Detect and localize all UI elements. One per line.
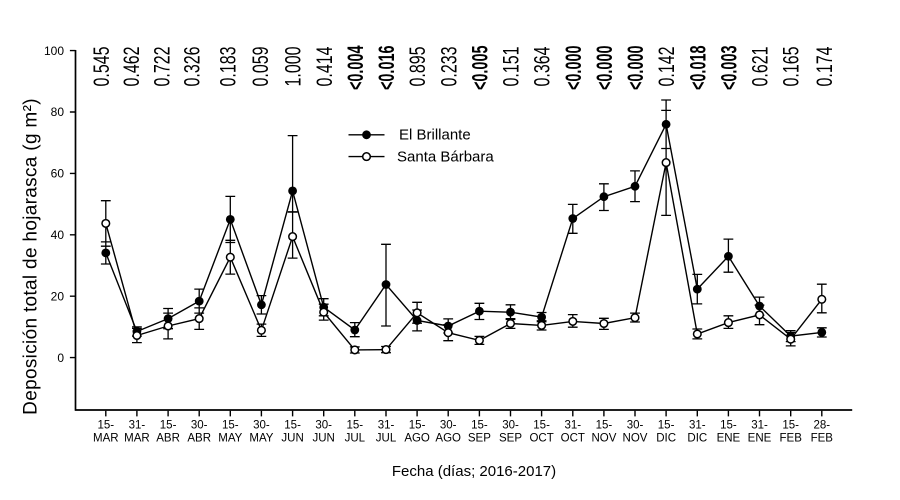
svg-text:MAY: MAY [249,433,273,445]
svg-text:15-: 15- [409,420,426,432]
svg-text:0.722: 0.722 [150,47,175,87]
svg-text:15-: 15- [596,420,613,432]
svg-text:<0.005: <0.005 [467,45,492,90]
svg-text:<0.000: <0.000 [561,46,586,91]
svg-text:OCT: OCT [561,433,585,445]
svg-text:DIC: DIC [656,433,676,445]
svg-text:15-: 15- [658,420,675,432]
svg-text:<0.004: <0.004 [343,45,368,90]
svg-text:30-: 30- [440,420,457,432]
svg-text:30-: 30- [315,420,332,432]
svg-text:60: 60 [51,167,65,181]
svg-text:0.151: 0.151 [499,47,524,87]
svg-text:0.462: 0.462 [119,47,144,87]
svg-text:JUL: JUL [345,433,366,445]
svg-text:31-: 31- [129,420,146,432]
svg-text:0.326: 0.326 [180,47,205,87]
svg-text:Fecha (días; 2016-2017): Fecha (días; 2016-2017) [392,463,556,480]
svg-text:31-: 31- [564,420,581,432]
svg-text:15-: 15- [346,420,363,432]
svg-text:0.233: 0.233 [436,47,461,87]
svg-text:30-: 30- [191,420,208,432]
svg-text:15-: 15- [97,420,114,432]
svg-text:OCT: OCT [529,433,553,445]
svg-text:0.142: 0.142 [654,47,679,87]
svg-text:JUN: JUN [313,433,335,445]
svg-text:0.059: 0.059 [248,47,273,87]
svg-text:FEB: FEB [811,433,834,445]
svg-text:31-: 31- [689,420,706,432]
svg-text:SEP: SEP [499,433,522,445]
svg-text:DIC: DIC [687,433,707,445]
svg-text:0.174: 0.174 [812,47,837,87]
svg-text:40: 40 [51,228,65,242]
svg-text:ABR: ABR [156,433,180,445]
svg-text:<0.000: <0.000 [592,46,617,91]
svg-text:El Brillante: El Brillante [399,127,471,144]
svg-text:MAY: MAY [218,433,242,445]
svg-text:30-: 30- [502,420,519,432]
svg-text:15-: 15- [222,420,239,432]
svg-text:15-: 15- [782,420,799,432]
svg-text:<0.018: <0.018 [685,46,710,91]
svg-text:SEP: SEP [468,433,491,445]
svg-text:MAR: MAR [93,433,119,445]
svg-text:0.165: 0.165 [779,47,804,87]
svg-text:80: 80 [51,105,65,119]
svg-text:15-: 15- [720,420,737,432]
svg-text:31-: 31- [378,420,395,432]
svg-text:NOV: NOV [623,433,648,445]
svg-text:100: 100 [44,44,64,58]
svg-text:1.000: 1.000 [281,47,306,87]
svg-text:<0.000: <0.000 [623,46,648,91]
svg-text:JUL: JUL [376,433,397,445]
svg-text:0.414: 0.414 [312,47,337,87]
svg-text:<0.016: <0.016 [374,46,399,91]
svg-text:15-: 15- [533,420,550,432]
svg-text:FEB: FEB [780,433,803,445]
svg-text:31-: 31- [751,420,768,432]
svg-text:MAR: MAR [124,433,150,445]
svg-text:15-: 15- [284,420,301,432]
svg-text:ENE: ENE [748,433,772,445]
svg-text:AGO: AGO [404,433,430,445]
svg-text:<0.003: <0.003 [716,46,741,91]
svg-text:AGO: AGO [435,433,461,445]
svg-text:20: 20 [51,289,65,303]
svg-text:0.621: 0.621 [748,47,773,87]
svg-text:ENE: ENE [717,433,741,445]
svg-text:28-: 28- [813,420,830,432]
svg-text:Deposición total de hojarasca: Deposición total de hojarasca (g m²) [21,98,42,415]
svg-text:NOV: NOV [591,433,616,445]
svg-text:0.183: 0.183 [215,47,240,87]
svg-text:0: 0 [57,351,64,365]
svg-text:Santa Bárbara: Santa Bárbara [397,148,494,165]
svg-text:ABR: ABR [187,433,211,445]
svg-text:0.364: 0.364 [530,47,555,87]
svg-text:30-: 30- [627,420,644,432]
svg-text:15-: 15- [471,420,488,432]
svg-text:15-: 15- [160,420,177,432]
svg-text:JUN: JUN [281,433,303,445]
svg-text:0.895: 0.895 [405,47,430,87]
svg-text:30-: 30- [253,420,270,432]
svg-text:0.545: 0.545 [89,47,114,87]
